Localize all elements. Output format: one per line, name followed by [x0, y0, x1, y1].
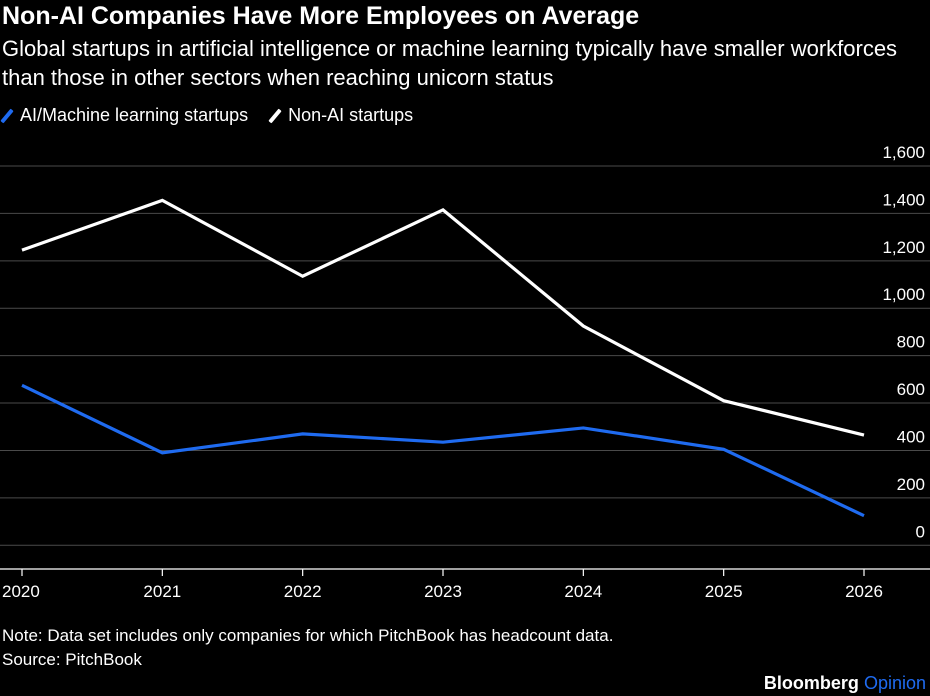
legend-label-non-ai: Non-AI startups [288, 105, 414, 125]
footnote: Note: Data set includes only companies f… [2, 624, 613, 672]
y-tick-label: 0 [916, 522, 925, 541]
y-tick-label: 1,200 [882, 238, 925, 257]
legend-item-non-ai: Non-AI startups [268, 105, 414, 126]
x-tick-label: 2023 [424, 582, 462, 601]
note-text: Note: Data set includes only companies f… [2, 626, 614, 645]
y-tick-label: 400 [897, 427, 925, 446]
brand-sub: Opinion [863, 673, 926, 693]
x-tick-label: 2026 [845, 582, 883, 601]
y-tick-label: 1,000 [882, 285, 925, 304]
legend-label-ai: AI/Machine learning startups [20, 105, 249, 125]
x-tick-label: 2020 [2, 582, 40, 601]
series-line-non-ai [21, 198, 865, 437]
chart-subtitle: Global startups in artificial intelligen… [2, 36, 898, 90]
y-tick-label: 200 [897, 475, 925, 494]
line-chart: 0 200 400 600 800 1,000 1,200 1,400 1,600 2020 202… [0, 143, 930, 601]
legend-item-ai: AI/Machine learning startups [0, 105, 249, 126]
y-tick-label: 1,400 [882, 190, 925, 209]
y-tick-label: 600 [897, 380, 925, 399]
legend: AI/Machine learning startups Non-AI star… [0, 105, 414, 126]
x-tick-label: 2025 [705, 582, 743, 601]
y-tick-label: 1,600 [882, 143, 925, 162]
brand-main: Bloomberg [763, 673, 859, 693]
chart-title: Non-AI Companies Have More Employees on … [2, 2, 640, 30]
x-tick-label: 2022 [284, 582, 322, 601]
x-tick-label: 2024 [564, 582, 602, 601]
source-text: Source: PitchBook [2, 650, 142, 669]
series-line-ai [21, 383, 865, 518]
y-tick-label: 800 [897, 333, 925, 352]
brand-logo: Bloomberg Opinion [764, 673, 926, 694]
x-tick-label: 2021 [143, 582, 181, 601]
